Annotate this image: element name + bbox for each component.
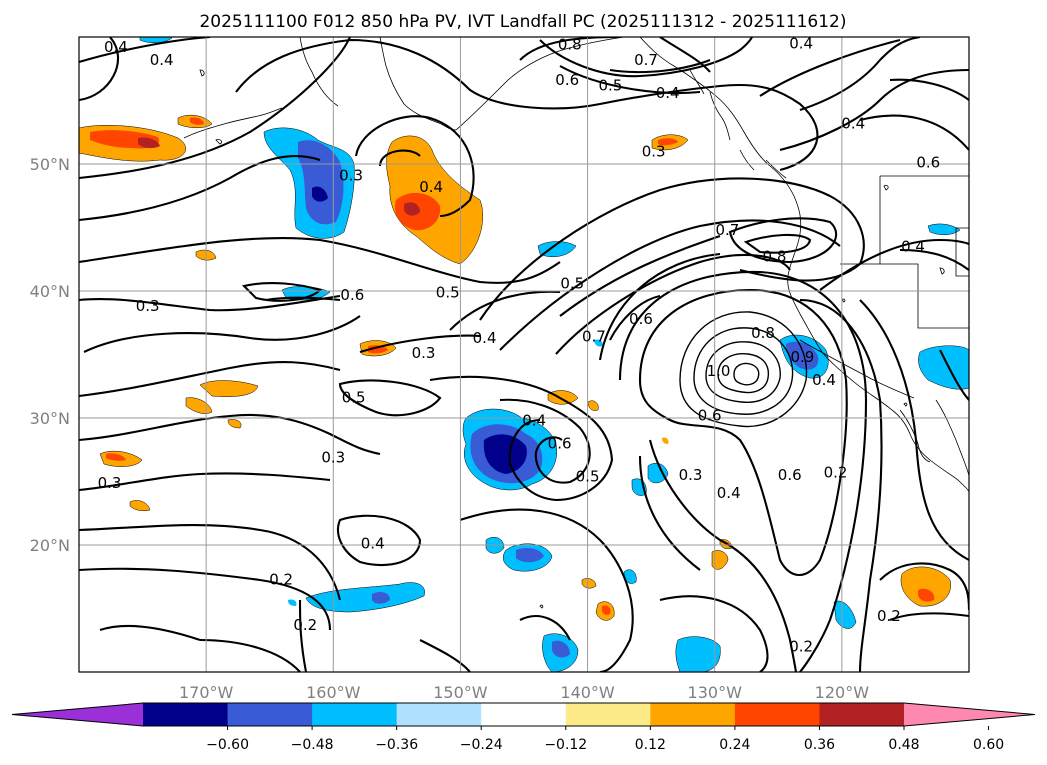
contour-label: 0.6 bbox=[548, 434, 572, 452]
contour-label: 0.3 bbox=[339, 166, 363, 184]
map-panel: 0.40.40.80.70.6 0.5 0.40.40.40.30.60.30.40… bbox=[78, 34, 970, 673]
colorbar-segment bbox=[819, 703, 905, 726]
longitude-label: 140°W bbox=[560, 683, 615, 702]
colorbar-extend-high bbox=[904, 703, 1035, 726]
contour-label: 0.4 bbox=[104, 38, 128, 56]
contour-label: 0.2 bbox=[789, 638, 813, 656]
gridlines bbox=[79, 37, 969, 672]
longitude-label: 170°W bbox=[179, 683, 234, 702]
contour-label: 0.7 bbox=[634, 51, 658, 69]
contour-label: 0.3 bbox=[136, 297, 160, 315]
contour-label: 0.2 bbox=[877, 607, 901, 625]
longitude-label: 120°W bbox=[815, 683, 870, 702]
contour-label: 0.3 bbox=[679, 466, 703, 484]
figure-title: 2025111100 F012 850 hPa PV, IVT Landfall… bbox=[199, 12, 846, 32]
contour-label: 0.9 bbox=[791, 348, 815, 366]
colorbar-segment bbox=[734, 703, 820, 726]
latitude-labels: 50°N 40°N 30°N 20°N bbox=[30, 155, 70, 555]
contour-label: 0.4 bbox=[901, 238, 925, 256]
latitude-label: 30°N bbox=[30, 409, 70, 428]
map-background bbox=[79, 37, 969, 672]
colorbar-tick-label: 0.48 bbox=[888, 737, 919, 753]
contour-label: 0.4 bbox=[473, 329, 497, 347]
pv-shading-negative bbox=[139, 37, 969, 672]
colorbar-tick-label: −0.24 bbox=[460, 737, 503, 753]
contour-label: 0.4 bbox=[361, 535, 385, 553]
contour-label: 0.6 bbox=[629, 310, 653, 328]
contour-label: 0.2 bbox=[824, 464, 848, 482]
contour-label: 0.4 bbox=[522, 412, 546, 430]
colorbar-tick-label: −0.36 bbox=[375, 737, 418, 753]
colorbar-tick-label: 0.36 bbox=[804, 737, 835, 753]
pv-shading-positive bbox=[79, 114, 951, 621]
contour-label: 0.6 bbox=[555, 71, 579, 89]
contour-label: 0.6 bbox=[916, 154, 940, 172]
contour-label: 0.6 bbox=[340, 286, 364, 304]
colorbar-segment bbox=[396, 703, 482, 726]
colorbar-outline bbox=[11, 702, 1036, 727]
contour-label: 0.4 bbox=[419, 178, 443, 196]
colorbar-tick-label: −0.48 bbox=[291, 737, 334, 753]
coastlines bbox=[183, 37, 969, 609]
colorbar-segment bbox=[227, 703, 313, 726]
contour-label: 0.4 bbox=[717, 484, 741, 502]
contour-label: 0.5 bbox=[599, 76, 623, 94]
contour-label: 0.3 bbox=[642, 142, 666, 160]
contour-label: 0.2 bbox=[293, 616, 317, 634]
contour-label: 0.5 bbox=[576, 467, 600, 485]
contour-label: 0.3 bbox=[321, 448, 345, 466]
colorbar-segment bbox=[312, 703, 398, 726]
colorbar-tick-label: 0.12 bbox=[635, 737, 666, 753]
colorbar-segment bbox=[481, 703, 567, 726]
contour-label: 0.7 bbox=[582, 328, 606, 346]
longitude-labels: 170°W 160°W 150°W 140°W 130°W 120°W bbox=[179, 683, 869, 702]
latitude-label: 40°N bbox=[30, 282, 70, 301]
contour-label: 0.4 bbox=[656, 84, 680, 102]
contour-labels: 0.40.40.80.70.6 0.5 0.40.40.40.30.60.30.40… bbox=[98, 34, 941, 655]
contour-label: 0.4 bbox=[841, 114, 865, 132]
contour-label: 0.4 bbox=[150, 51, 174, 69]
map-frame bbox=[78, 36, 970, 673]
contour-label: 0.4 bbox=[789, 34, 813, 52]
contour-label: 0.8 bbox=[751, 324, 775, 342]
contour-label: 0.7 bbox=[715, 221, 739, 239]
colorbar-tick-label: −0.12 bbox=[544, 737, 587, 753]
longitude-label: 150°W bbox=[433, 683, 488, 702]
contour-label: 0.2 bbox=[269, 570, 293, 588]
colorbar-segment bbox=[650, 703, 736, 726]
contour-label: 0.3 bbox=[98, 474, 122, 492]
colorbar-segment bbox=[565, 703, 651, 726]
contour-label: 0.5 bbox=[560, 274, 584, 292]
ivt-contours bbox=[79, 37, 969, 672]
contour-label: 0.6 bbox=[698, 406, 722, 424]
colorbar-tick-label: 0.24 bbox=[719, 737, 750, 753]
longitude-label: 160°W bbox=[306, 683, 361, 702]
contour-label: 0.4 bbox=[812, 371, 836, 389]
contour-label: 0.6 bbox=[778, 466, 802, 484]
latitude-label: 20°N bbox=[30, 536, 70, 555]
latitude-label: 50°N bbox=[30, 155, 70, 174]
colorbar-extend-low bbox=[12, 703, 143, 726]
contour-label: 0.5 bbox=[436, 283, 460, 301]
longitude-label: 130°W bbox=[688, 683, 743, 702]
colorbar-tick-label: 0.60 bbox=[973, 737, 1004, 753]
colorbar-segment bbox=[143, 703, 229, 726]
contour-label: 0.8 bbox=[558, 36, 582, 54]
contour-label: 1.0 bbox=[707, 362, 731, 380]
contour-label: 0.5 bbox=[342, 389, 366, 407]
colorbar: −0.60 −0.48 −0.36 −0.24 −0.12 0.12 0.24 0.36 0.4… bbox=[11, 702, 1036, 753]
colorbar-tick-label: −0.60 bbox=[206, 737, 249, 753]
contour-label: 0.3 bbox=[412, 344, 436, 362]
contour-label: 0.8 bbox=[763, 248, 787, 266]
